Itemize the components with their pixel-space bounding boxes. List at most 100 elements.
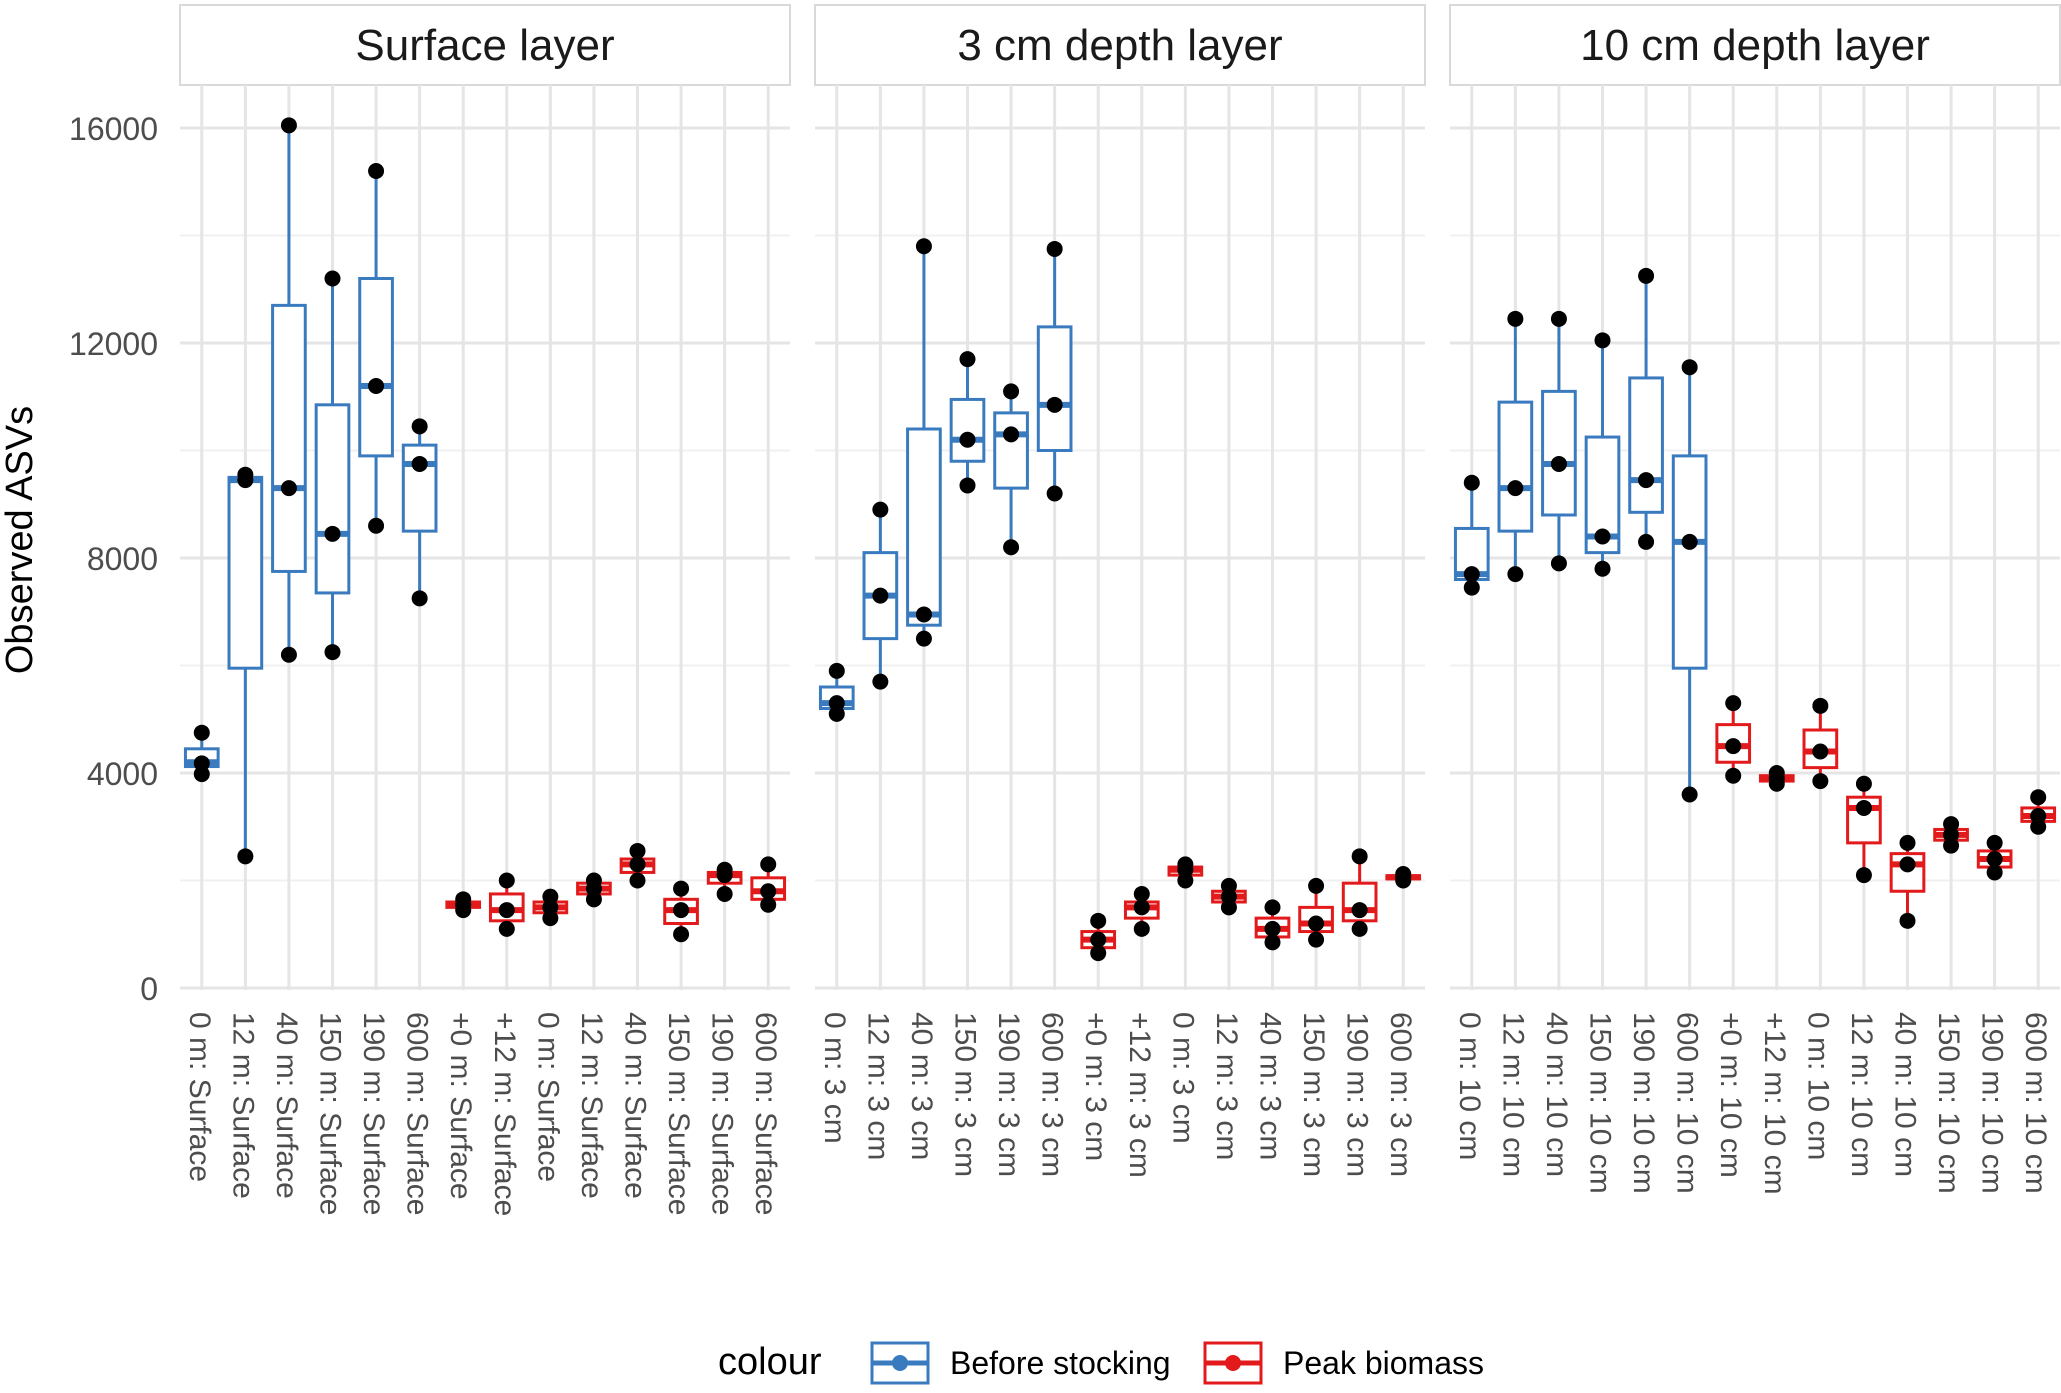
x-tick-label: +0 m: Surface <box>444 1012 477 1200</box>
data-point <box>455 891 472 908</box>
x-tick-label: +12 m: 3 cm <box>1123 1012 1156 1178</box>
data-point <box>1681 786 1698 803</box>
data-point <box>1899 912 1916 929</box>
data-point <box>1003 426 1020 443</box>
y-tick-label: 12000 <box>69 326 158 362</box>
data-point <box>411 455 428 472</box>
x-tick-label: 600 m: Surface <box>749 1012 782 1215</box>
x-tick-label: 150 m: 3 cm <box>1297 1012 1330 1177</box>
data-point <box>498 920 515 937</box>
x-tick-label: 40 m: 3 cm <box>905 1012 938 1160</box>
data-point <box>2030 808 2047 824</box>
data-point <box>1177 856 1194 873</box>
x-tick-label: 40 m: Surface <box>619 1012 652 1199</box>
x-tick-label: 12 m: Surface <box>575 1012 608 1199</box>
box-iqr <box>906 427 942 627</box>
x-tick-label: 190 m: Surface <box>357 1012 390 1215</box>
box <box>358 163 394 534</box>
data-point <box>498 902 515 919</box>
data-point <box>828 695 845 712</box>
data-point <box>1594 560 1611 577</box>
x-tick-label: 150 m: Surface <box>314 1012 347 1215</box>
data-point <box>1550 455 1567 472</box>
legend-key <box>1203 1341 1263 1385</box>
data-point <box>1351 848 1368 865</box>
box <box>271 117 307 663</box>
x-tick-label: 150 m: 10 cm <box>1584 1012 1617 1194</box>
data-point <box>368 378 385 394</box>
data-point <box>193 724 210 741</box>
box <box>576 872 612 908</box>
box <box>706 861 743 902</box>
data-point <box>1812 697 1829 714</box>
data-point <box>411 418 428 435</box>
x-tick-label: 190 m: 10 cm <box>1976 1012 2009 1194</box>
x-tick-label: 0 m: 3 cm <box>818 1012 851 1144</box>
x-tick-label: 190 m: 3 cm <box>992 1012 1025 1177</box>
data-point <box>1899 856 1916 873</box>
data-point <box>1507 310 1524 327</box>
data-point <box>1855 799 1872 816</box>
y-tick-label: 16000 <box>69 111 158 147</box>
box <box>1584 332 1621 577</box>
box <box>1167 856 1204 889</box>
box <box>1758 765 1795 792</box>
facet-panels: Surface layer 0 m: Surface 12 m: Surface 40… <box>179 4 2061 1216</box>
data-point <box>716 861 733 878</box>
x-tick-label: 190 m: 3 cm <box>1341 1012 1374 1177</box>
data-point <box>1351 920 1368 937</box>
legend-key <box>870 1341 930 1385</box>
x-tick-label: 40 m: 10 cm <box>1889 1012 1922 1177</box>
data-point <box>1855 775 1872 792</box>
x-tick-label: 600 m: Surface <box>401 1012 434 1215</box>
box <box>2020 789 2057 835</box>
data-point <box>280 117 297 134</box>
x-tick-label: +12 m: Surface <box>488 1012 521 1216</box>
box-iqr <box>1846 795 1882 845</box>
data-point <box>673 926 690 943</box>
data-point <box>673 880 690 897</box>
box <box>1671 359 1708 803</box>
data-point <box>1812 743 1829 760</box>
data-point <box>1463 566 1480 583</box>
box <box>1541 310 1577 572</box>
data-point <box>1351 902 1368 919</box>
x-tick-label: +0 m: 10 cm <box>1714 1012 1747 1178</box>
x-tick-label: 40 m: 10 cm <box>1540 1012 1573 1177</box>
box-iqr <box>227 475 264 670</box>
x-tick-label: 12 m: 3 cm <box>861 1012 894 1160</box>
box <box>1802 697 1839 790</box>
data-point <box>872 501 889 518</box>
data-point <box>1986 864 2003 881</box>
box <box>1080 912 1117 962</box>
box <box>532 888 569 927</box>
x-tick-label: 12 m: 3 cm <box>1210 1012 1243 1160</box>
x-tick-label: 150 m: Surface <box>662 1012 695 1215</box>
data-point <box>498 872 515 889</box>
box <box>1123 885 1160 937</box>
legend-entry: Peak biomass <box>1203 1341 1484 1385</box>
box-iqr <box>1541 389 1577 517</box>
box <box>1298 877 1334 948</box>
data-point <box>1507 566 1524 583</box>
box-iqr <box>1497 400 1534 533</box>
data-point <box>1463 579 1480 596</box>
data-point <box>324 270 341 287</box>
box <box>663 880 699 943</box>
data-point <box>959 431 976 448</box>
data-point <box>760 883 777 900</box>
data-point <box>1594 528 1611 545</box>
data-point <box>1463 474 1480 491</box>
data-point <box>2030 789 2047 806</box>
box-iqr <box>993 411 1029 490</box>
legend-label: Before stocking <box>950 1345 1171 1381</box>
data-point <box>1046 396 1063 413</box>
data-point <box>1003 383 1020 400</box>
facet-panel: 10 cm depth layer 0 m: 10 cm 12 m: 10 cm 40… <box>1449 4 2061 1195</box>
data-point <box>1395 866 1412 883</box>
data-point <box>1308 877 1325 894</box>
box-iqr <box>949 397 986 463</box>
data-point <box>1594 332 1611 349</box>
x-tick-label: 190 m: 10 cm <box>1627 1012 1660 1194</box>
